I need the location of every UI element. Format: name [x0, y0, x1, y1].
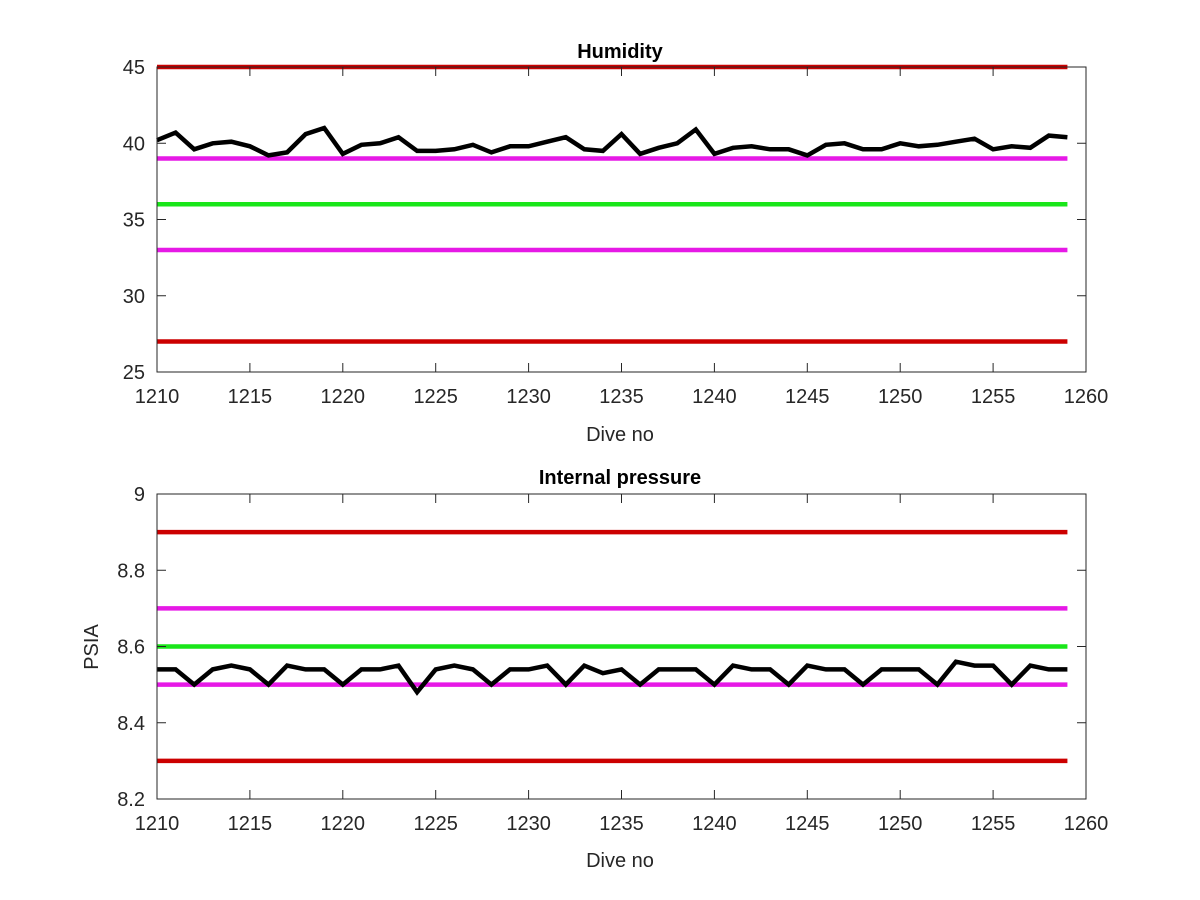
chart-title: Humidity — [577, 41, 663, 63]
x-tick-label: 1230 — [506, 386, 551, 408]
x-tick-label: 1240 — [692, 813, 737, 835]
series-line — [156, 125, 1068, 158]
x-axis-title: Dive no — [586, 850, 654, 872]
x-tick-label: 1210 — [135, 386, 180, 408]
y-tick-label: 25 — [123, 362, 145, 384]
x-tick-label: 1255 — [971, 386, 1016, 408]
x-tick-label: 1260 — [1064, 386, 1109, 408]
y-tick-label: 8.6 — [117, 637, 145, 659]
series-line — [157, 659, 1068, 696]
x-tick-label: 1225 — [413, 386, 458, 408]
y-tick-label: 8.8 — [117, 560, 145, 582]
y-tick-label: 8.4 — [117, 713, 145, 735]
x-tick-label: 1210 — [135, 813, 180, 835]
x-tick-label: 1215 — [228, 813, 273, 835]
x-tick-label: 1240 — [692, 386, 737, 408]
x-axis-title: Dive no — [586, 424, 654, 446]
x-tick-label: 1250 — [878, 386, 923, 408]
pressure-ticks-layer: 1210 1215 1220 1225 1230 1235 1240 1245 1250 1255… — [117, 484, 1108, 835]
chart-title: Internal pressure — [539, 467, 701, 489]
internal-pressure-subplot: Internal pressure 1210 1215 1220 1225 1230 12… — [81, 467, 1108, 872]
y-tick-label: 45 — [123, 57, 145, 79]
y-tick-label: 9 — [134, 484, 145, 506]
x-tick-label: 1245 — [785, 386, 830, 408]
x-tick-label: 1260 — [1064, 813, 1109, 835]
x-tick-label: 1230 — [506, 813, 551, 835]
y-tick-label: 35 — [123, 210, 145, 232]
y-axis-title: PSIA — [81, 624, 103, 670]
y-tick-label: 30 — [123, 286, 145, 308]
x-tick-label: 1245 — [785, 813, 830, 835]
humidity-subplot: Humidity 1210 1215 1220 1225 1230 1235 1240 124… — [123, 41, 1109, 446]
x-tick-label: 1235 — [599, 386, 644, 408]
y-tick-label: 8.2 — [117, 789, 145, 811]
x-tick-label: 1250 — [878, 813, 923, 835]
y-tick-label: 40 — [123, 133, 145, 155]
x-tick-label: 1255 — [971, 813, 1016, 835]
x-tick-label: 1225 — [413, 813, 458, 835]
x-tick-label: 1220 — [321, 386, 366, 408]
x-tick-label: 1215 — [228, 386, 273, 408]
x-tick-label: 1235 — [599, 813, 644, 835]
x-tick-label: 1220 — [321, 813, 366, 835]
humidity-ticks-layer: 1210 1215 1220 1225 1230 1235 1240 1245 1250 1255… — [123, 57, 1109, 408]
pressure-series-layer — [157, 529, 1068, 764]
